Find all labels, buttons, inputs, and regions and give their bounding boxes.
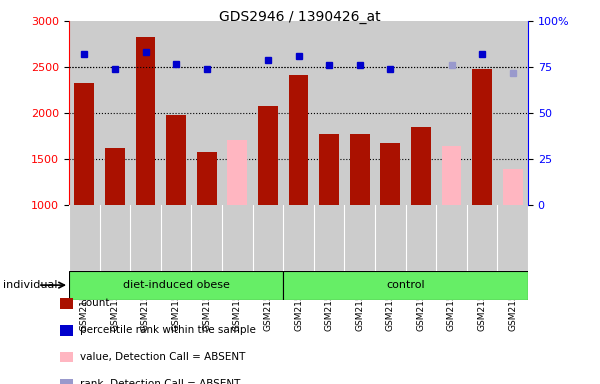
Bar (442, 146, 461, 205)
Text: percentile rank within the sample: percentile rank within the sample (80, 325, 256, 335)
Bar (283, 271, 528, 300)
Bar (380, 143, 400, 205)
Text: value, Detection Call = ABSENT: value, Detection Call = ABSENT (80, 352, 246, 362)
Bar (319, 134, 339, 205)
Text: count: count (80, 298, 110, 308)
Text: control: control (386, 280, 425, 290)
Bar (69, 271, 283, 300)
Bar (74, 83, 94, 205)
Bar (258, 106, 278, 205)
Text: rank, Detection Call = ABSENT: rank, Detection Call = ABSENT (80, 379, 241, 384)
Bar (503, 169, 523, 205)
Bar (411, 127, 431, 205)
Bar (472, 69, 492, 205)
Bar (227, 140, 247, 205)
Text: individual: individual (3, 280, 58, 290)
Text: diet-induced obese: diet-induced obese (122, 280, 230, 290)
Text: GDS2946 / 1390426_at: GDS2946 / 1390426_at (219, 10, 381, 23)
Bar (197, 152, 217, 205)
Bar (105, 148, 125, 205)
Bar (350, 134, 370, 205)
Bar (289, 74, 308, 205)
Bar (136, 37, 155, 205)
Bar (166, 115, 186, 205)
